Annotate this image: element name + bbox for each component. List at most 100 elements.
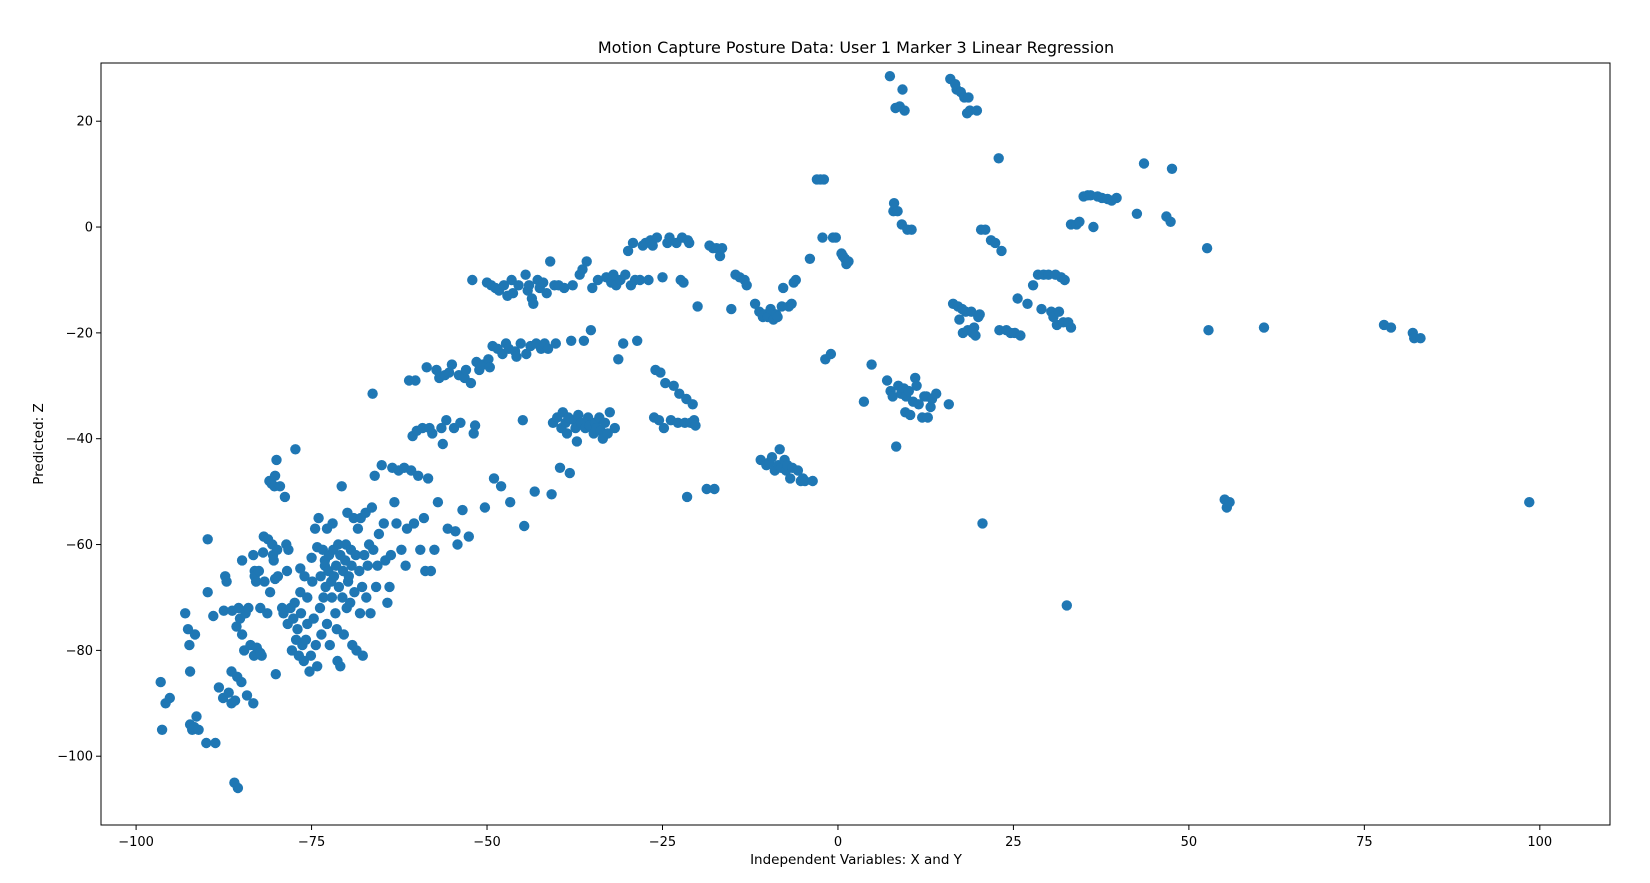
data-point bbox=[655, 367, 666, 378]
data-point bbox=[774, 444, 785, 455]
data-point bbox=[271, 454, 282, 466]
data-point bbox=[609, 422, 620, 434]
data-point bbox=[910, 372, 921, 384]
data-point bbox=[272, 571, 284, 582]
data-point bbox=[306, 552, 317, 563]
data-point bbox=[528, 298, 539, 309]
data-point bbox=[674, 388, 685, 399]
data-point bbox=[248, 549, 259, 561]
data-point bbox=[337, 592, 348, 603]
data-point bbox=[592, 274, 604, 286]
data-point bbox=[887, 391, 898, 402]
data-point bbox=[468, 428, 479, 439]
data-point bbox=[270, 669, 281, 680]
data-point bbox=[441, 415, 452, 426]
data-point bbox=[359, 549, 370, 561]
data-point bbox=[627, 237, 639, 249]
data-point bbox=[692, 301, 703, 312]
data-point bbox=[253, 565, 265, 577]
data-point bbox=[977, 518, 988, 529]
data-point bbox=[1027, 280, 1039, 291]
data-point bbox=[164, 692, 175, 704]
plot-frame bbox=[100, 62, 1611, 826]
data-point bbox=[289, 597, 300, 608]
data-point bbox=[457, 504, 468, 516]
data-point bbox=[384, 581, 395, 593]
data-point bbox=[1524, 497, 1535, 508]
data-point bbox=[817, 232, 828, 243]
data-point bbox=[622, 245, 634, 257]
data-point bbox=[515, 338, 526, 349]
data-point bbox=[338, 629, 349, 640]
data-point bbox=[446, 359, 458, 370]
data-point bbox=[184, 666, 196, 677]
data-point bbox=[283, 544, 294, 555]
data-point bbox=[309, 523, 321, 534]
data-point bbox=[585, 325, 597, 336]
data-point bbox=[232, 782, 244, 794]
data-point bbox=[1138, 158, 1150, 169]
data-point bbox=[326, 592, 338, 603]
data-point bbox=[996, 245, 1007, 257]
data-point bbox=[511, 351, 522, 362]
data-point bbox=[911, 380, 922, 391]
data-point bbox=[678, 277, 689, 288]
data-point bbox=[1088, 221, 1099, 233]
data-point bbox=[324, 639, 335, 651]
data-point bbox=[541, 288, 552, 299]
x-axis-label: Independent Variables: X and Y bbox=[750, 852, 963, 868]
data-point bbox=[498, 280, 510, 291]
y-axis-ticks: −100 −80 −60 −40 −20 0 20 bbox=[57, 115, 101, 765]
data-point bbox=[429, 544, 440, 555]
data-point bbox=[243, 602, 254, 614]
points-layer bbox=[155, 71, 1535, 794]
data-point bbox=[884, 71, 896, 82]
data-point bbox=[361, 592, 372, 603]
data-point bbox=[372, 560, 383, 571]
data-point bbox=[825, 348, 837, 360]
x-tick-label: 75 bbox=[1356, 835, 1373, 850]
data-point bbox=[1059, 274, 1070, 286]
data-point bbox=[418, 512, 430, 524]
data-point bbox=[295, 563, 306, 574]
data-point bbox=[1224, 497, 1235, 508]
data-point bbox=[602, 428, 613, 439]
data-point bbox=[408, 518, 420, 529]
data-point bbox=[1166, 163, 1178, 174]
data-point bbox=[250, 576, 262, 587]
data-point bbox=[566, 335, 577, 346]
data-point bbox=[561, 428, 573, 439]
data-point bbox=[974, 309, 985, 320]
data-point bbox=[1061, 600, 1073, 611]
data-point bbox=[362, 560, 373, 571]
data-point bbox=[310, 639, 321, 651]
data-point bbox=[647, 240, 658, 251]
data-point bbox=[1074, 216, 1085, 227]
data-point bbox=[922, 412, 933, 423]
data-point bbox=[505, 497, 516, 508]
data-point bbox=[202, 587, 213, 598]
data-point bbox=[778, 282, 789, 294]
data-point bbox=[290, 444, 301, 455]
data-point bbox=[564, 467, 575, 479]
data-point bbox=[236, 555, 248, 566]
data-point bbox=[391, 518, 402, 529]
data-point bbox=[507, 288, 519, 299]
data-point bbox=[422, 473, 434, 484]
data-point bbox=[264, 587, 276, 598]
data-point bbox=[328, 571, 340, 582]
data-point bbox=[305, 650, 317, 661]
data-point bbox=[356, 581, 368, 593]
data-point bbox=[241, 690, 253, 701]
data-point bbox=[546, 489, 557, 500]
data-point bbox=[223, 687, 234, 698]
data-point bbox=[701, 483, 712, 495]
data-point bbox=[365, 608, 376, 619]
data-point bbox=[463, 531, 474, 542]
data-point bbox=[657, 272, 668, 283]
data-point bbox=[431, 364, 442, 376]
data-point bbox=[1258, 322, 1270, 333]
data-point bbox=[804, 253, 816, 264]
data-point bbox=[604, 407, 615, 418]
